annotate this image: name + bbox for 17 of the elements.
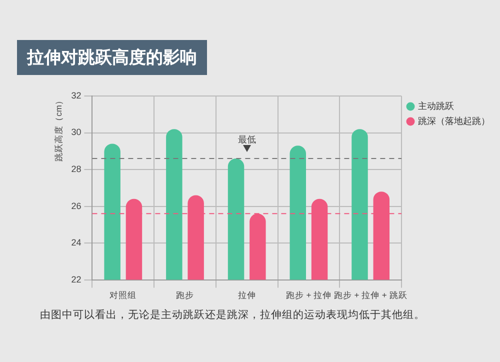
y-tick-label: 28 xyxy=(71,164,82,174)
y-axis-title: 跳跃高度（cm） xyxy=(53,96,64,162)
y-tick-label: 26 xyxy=(71,200,82,211)
legend-label: 主动跳跃 xyxy=(418,100,454,111)
y-tick-label: 32 xyxy=(71,90,82,100)
text: 由图中可以看出，无论是主动跳跃还是跳深，拉伸组的运动表现均低于其他组。 xyxy=(40,308,426,322)
x-tick-label: 对照组 xyxy=(110,290,137,300)
y-tick-label: 22 xyxy=(71,274,82,284)
chart-title: 拉伸对跳跃高度的影响 xyxy=(17,40,207,75)
y-tick-label: 24 xyxy=(71,238,82,248)
x-tick-label: 拉伸 xyxy=(238,290,256,300)
x-tick-label: 跑步 xyxy=(176,290,194,300)
x-tick-label: 跑步 + 拉伸 + 跳跃 xyxy=(334,290,408,300)
legend-label: 跳深（落地起跳） xyxy=(418,116,490,126)
x-tick-label: 跑步 + 拉伸 xyxy=(286,290,332,300)
annotation: 最低 xyxy=(238,134,256,146)
y-tick-label: 30 xyxy=(71,127,82,138)
